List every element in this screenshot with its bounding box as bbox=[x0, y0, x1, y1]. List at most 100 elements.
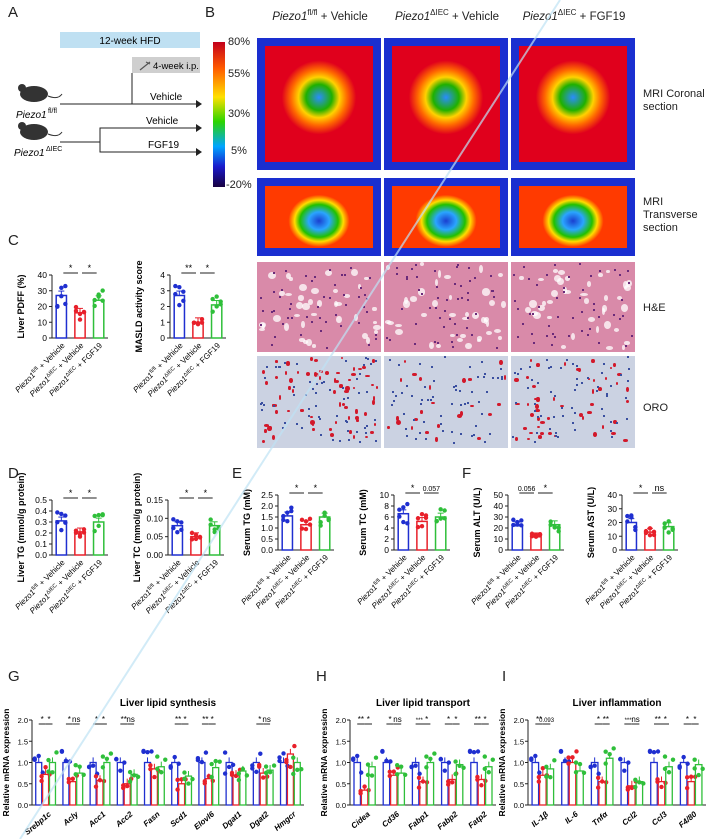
data-point bbox=[556, 525, 561, 530]
data-point bbox=[118, 768, 123, 773]
data-point bbox=[152, 774, 157, 780]
data-point bbox=[229, 772, 235, 778]
data-point bbox=[434, 518, 439, 524]
data-point bbox=[450, 780, 455, 785]
sig-label: * bbox=[314, 483, 318, 493]
data-point bbox=[424, 754, 429, 759]
data-point bbox=[100, 288, 105, 293]
mri-coronal-image-1 bbox=[257, 38, 381, 170]
data-point bbox=[66, 776, 72, 782]
scale-30: 30% bbox=[228, 108, 251, 120]
data-point bbox=[670, 757, 676, 762]
data-point bbox=[285, 519, 290, 524]
data-point bbox=[73, 772, 78, 777]
data-point bbox=[533, 753, 538, 759]
data-point bbox=[432, 751, 437, 756]
data-point bbox=[59, 293, 64, 299]
sig-label: ** bbox=[175, 715, 181, 724]
data-point bbox=[662, 525, 667, 530]
data-point bbox=[692, 766, 697, 771]
data-point bbox=[409, 764, 414, 770]
row-label-mri-coronal: MRI Coronal section bbox=[643, 88, 705, 113]
data-point bbox=[55, 519, 60, 525]
bar-Acc1-1 bbox=[89, 761, 97, 806]
data-point bbox=[263, 764, 269, 769]
data-point bbox=[625, 787, 631, 792]
data-point bbox=[193, 536, 199, 542]
y-tick-label: 2.0 bbox=[336, 716, 346, 725]
data-point bbox=[486, 770, 491, 775]
bar-IL-6-1 bbox=[561, 761, 569, 806]
y-tick-label: 0.0 bbox=[35, 550, 47, 560]
sig-label: * bbox=[41, 715, 44, 724]
sig-label: * bbox=[258, 715, 261, 724]
data-point bbox=[397, 514, 402, 519]
mri-coronal-image-2 bbox=[384, 38, 508, 170]
data-point bbox=[210, 309, 215, 314]
data-point bbox=[471, 749, 477, 755]
data-point bbox=[63, 520, 68, 525]
category-label-1: Cd36 bbox=[380, 809, 401, 829]
data-point bbox=[362, 784, 367, 789]
y-tick-label: 0 bbox=[42, 333, 47, 343]
data-point bbox=[149, 749, 154, 754]
arm1-label: Vehicle bbox=[150, 92, 183, 103]
y-tick-label: 2.0 bbox=[18, 716, 28, 725]
panel-label-c: C bbox=[8, 232, 19, 249]
data-point bbox=[199, 316, 205, 322]
bar-1 bbox=[397, 512, 410, 551]
data-point bbox=[629, 515, 634, 520]
data-point bbox=[358, 791, 363, 796]
category-label-3: Ccl2 bbox=[620, 809, 639, 827]
sig-label: * bbox=[484, 715, 487, 724]
y-tick-label: 0.5 bbox=[261, 534, 273, 544]
arm3-label: FGF19 bbox=[148, 140, 180, 151]
y-tick-label: 0.5 bbox=[35, 495, 47, 505]
data-point bbox=[401, 505, 406, 510]
data-point bbox=[595, 775, 601, 780]
data-point bbox=[529, 531, 535, 536]
data-point bbox=[405, 501, 410, 507]
data-point bbox=[537, 770, 542, 775]
panel-label-i: I bbox=[502, 668, 507, 685]
data-point bbox=[277, 755, 282, 760]
data-point bbox=[461, 765, 466, 770]
data-point bbox=[369, 773, 375, 778]
data-point bbox=[122, 760, 127, 765]
y-tick-label: 0.0 bbox=[18, 801, 28, 810]
data-point bbox=[175, 787, 180, 792]
data-point bbox=[647, 533, 653, 538]
category-label-8: Dgat2 bbox=[248, 809, 271, 831]
mri-coronal-image-3 bbox=[511, 38, 635, 170]
data-point bbox=[163, 757, 168, 762]
data-point bbox=[63, 283, 68, 289]
scale-minus20: -20% bbox=[226, 179, 252, 191]
data-point bbox=[402, 772, 408, 777]
data-point bbox=[77, 764, 82, 769]
y-tick-label: 40 bbox=[608, 490, 618, 500]
category-label-3: Fabp2 bbox=[436, 809, 460, 831]
category-label-1: Acly bbox=[61, 809, 81, 828]
data-point bbox=[417, 771, 422, 776]
data-point bbox=[692, 757, 697, 762]
sig-label: *** bbox=[416, 718, 424, 724]
data-point bbox=[190, 776, 195, 782]
sig-label: ** bbox=[655, 715, 661, 724]
data-point bbox=[566, 755, 571, 760]
panel-label-b: B bbox=[205, 4, 216, 21]
data-point bbox=[365, 772, 371, 778]
hfd-label: 12-week HFD bbox=[99, 36, 160, 47]
he-image-3 bbox=[511, 262, 635, 352]
col-header-2: Piezo1ΔIEC + Vehicle bbox=[394, 8, 500, 23]
category-label-0: Cidea bbox=[349, 809, 372, 830]
data-point bbox=[59, 527, 64, 533]
data-point bbox=[40, 770, 45, 775]
data-point bbox=[662, 754, 668, 759]
y-tick-label: 0.1 bbox=[35, 539, 47, 549]
data-point bbox=[281, 517, 286, 523]
data-point bbox=[438, 516, 443, 521]
data-point bbox=[155, 754, 160, 759]
data-point bbox=[257, 764, 262, 769]
data-point bbox=[659, 784, 664, 790]
